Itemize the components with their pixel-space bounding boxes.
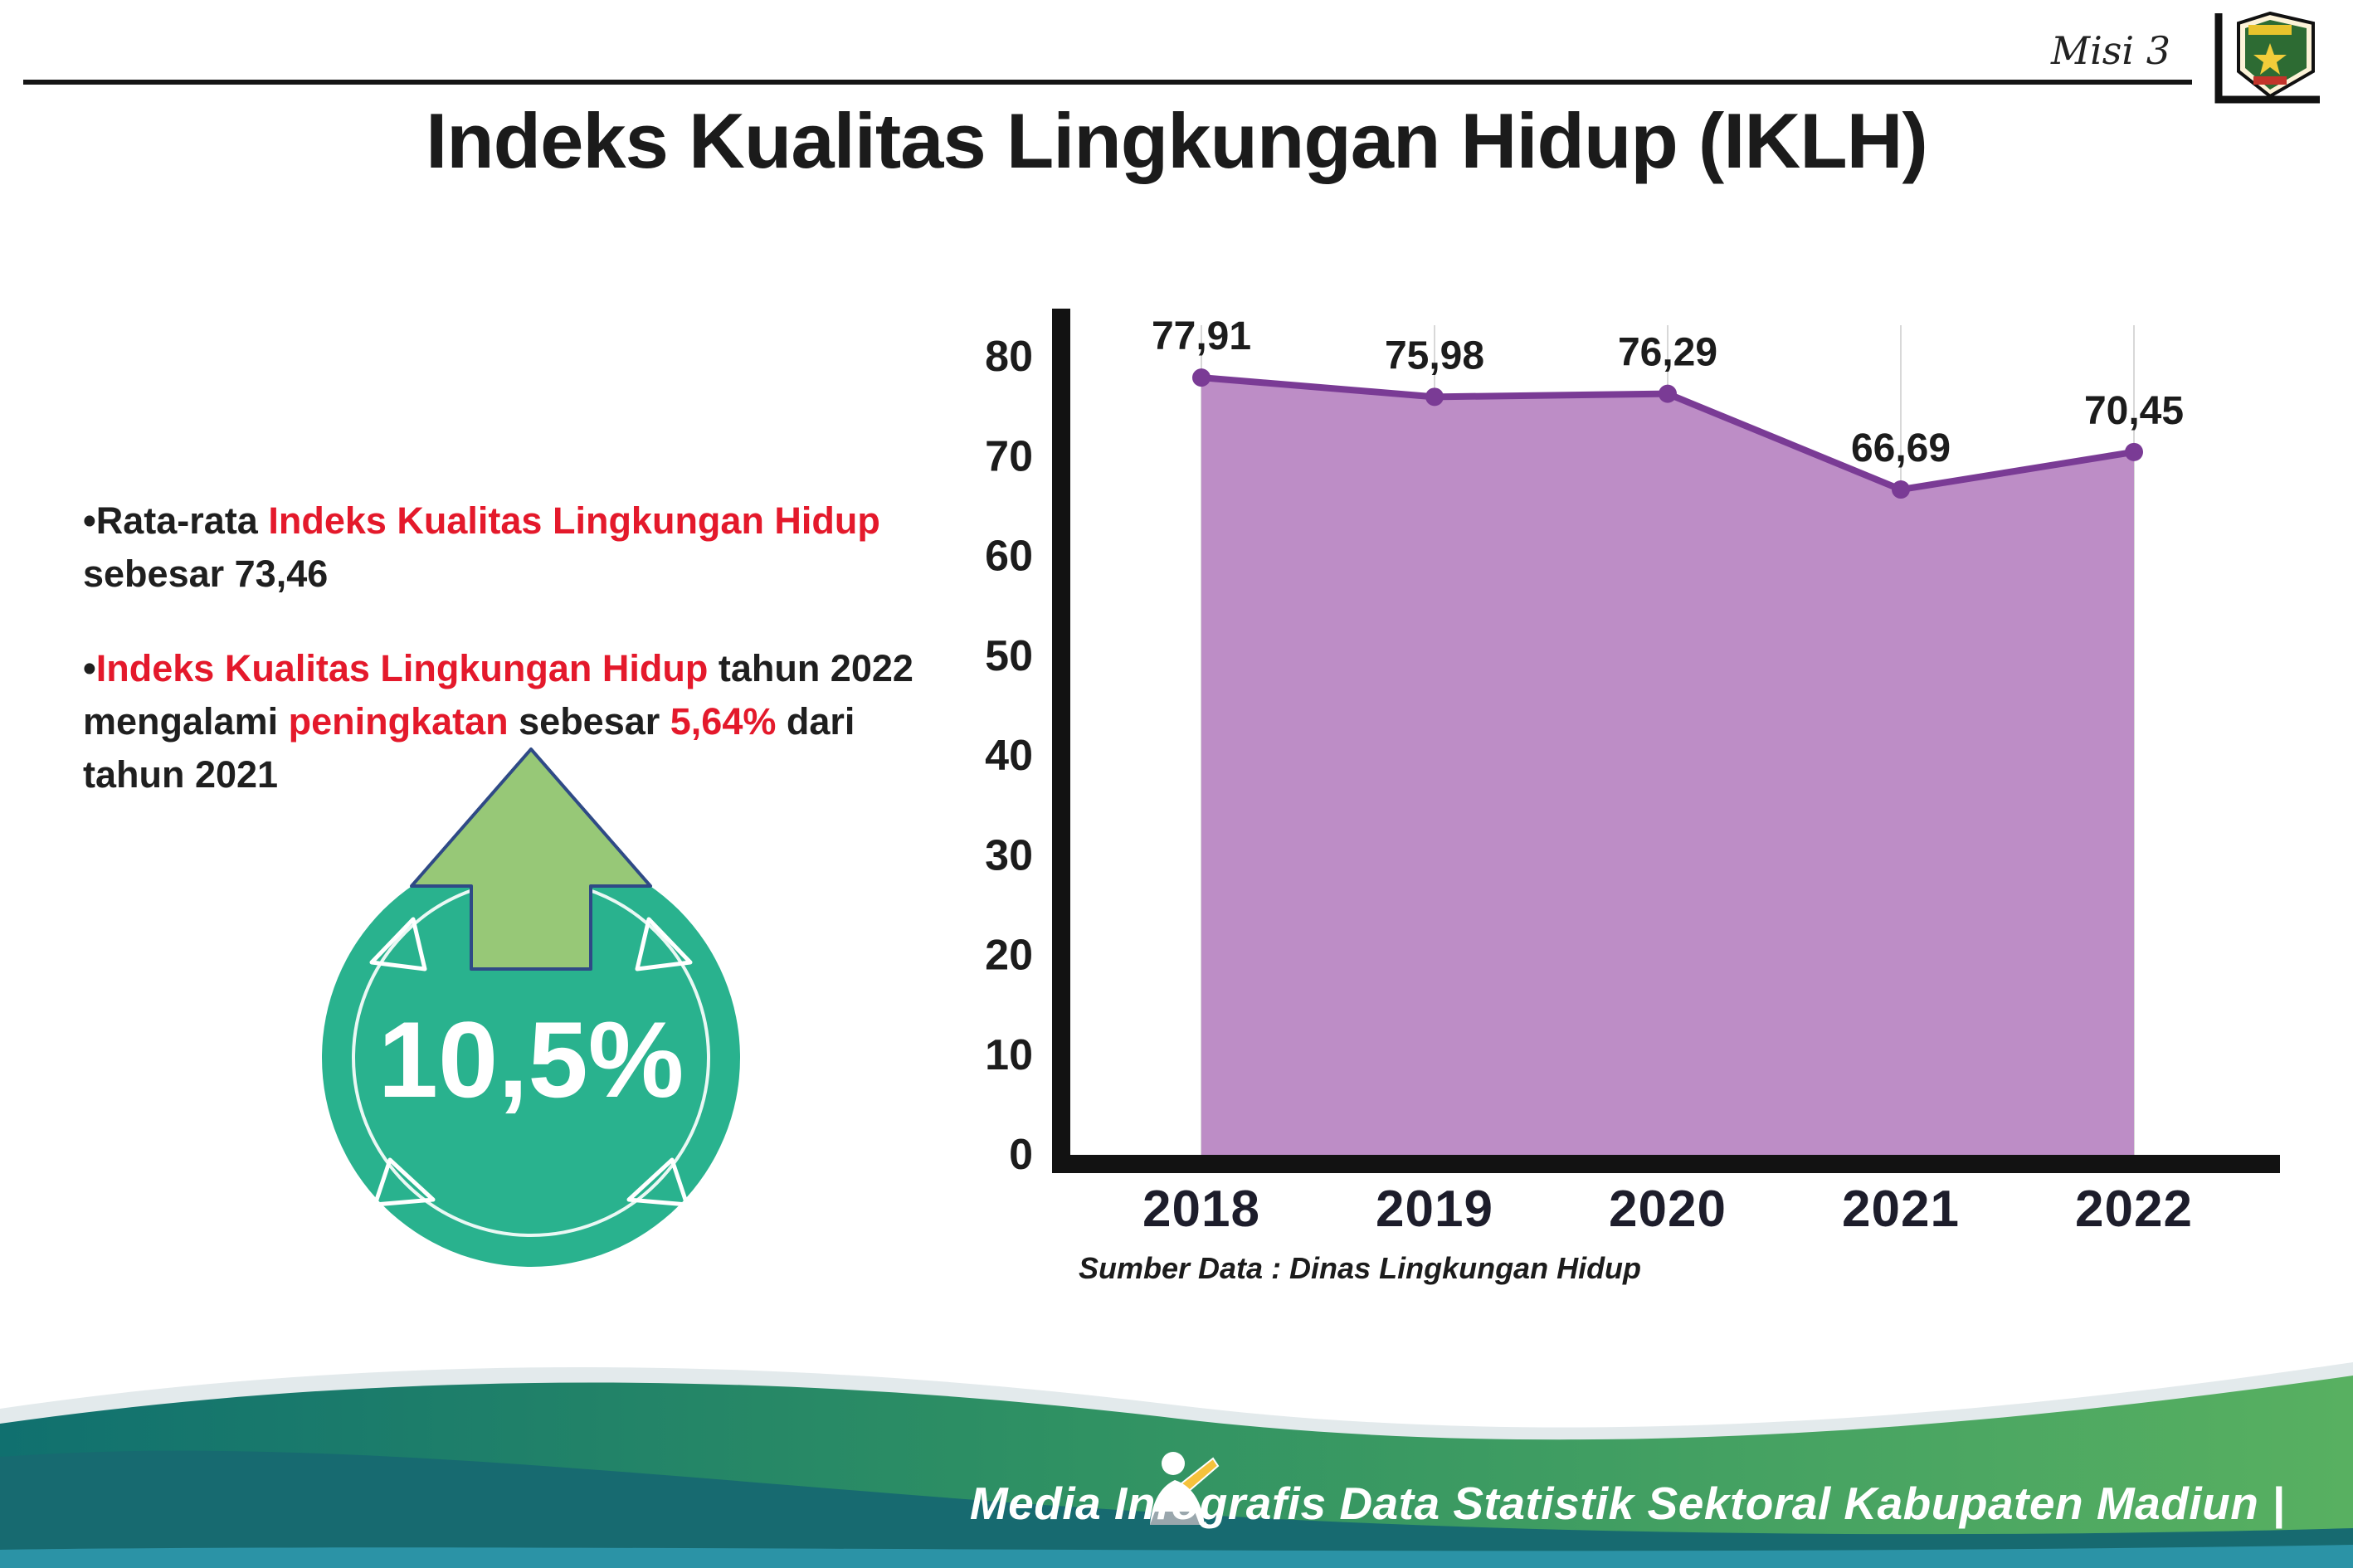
up-arrow-icon xyxy=(410,747,652,971)
bullet-text-highlight: Indeks Kualitas Lingkungan Hidup xyxy=(268,499,880,542)
data-point xyxy=(1192,368,1211,387)
x-axis xyxy=(1052,1155,2280,1173)
data-point xyxy=(1659,384,1677,403)
bullet-text-highlight: peningkatan xyxy=(288,699,509,743)
badge-triangle-decoration xyxy=(626,1157,689,1207)
badge-triangle-decoration xyxy=(635,917,693,971)
y-axis xyxy=(1052,309,1070,1173)
y-tick-label: 10 xyxy=(985,1031,1033,1079)
mascot-desk xyxy=(1150,1512,1200,1525)
value-label: 70,45 xyxy=(2084,389,2184,433)
y-tick-label: 80 xyxy=(985,333,1033,381)
y-tick-label: 0 xyxy=(1009,1131,1033,1179)
bullet-text: •Rata-rata xyxy=(83,499,269,542)
logo-banner-bottom xyxy=(2253,76,2287,85)
y-tick-label: 50 xyxy=(985,632,1033,680)
y-tick-label: 70 xyxy=(985,432,1033,480)
logo-graphic xyxy=(2214,11,2320,104)
footer-strip-blue xyxy=(0,1545,2353,1568)
misi-label: Misi 3 xyxy=(2050,28,2170,73)
value-label: 76,29 xyxy=(1618,331,1717,375)
area-fill xyxy=(1201,377,2134,1155)
header-rule xyxy=(23,80,2192,85)
footer-wave-dark-teal xyxy=(0,1450,2353,1568)
logo-bracket xyxy=(2214,13,2320,104)
footer-credit: Media Infografis Data Statistik Sektoral… xyxy=(969,1478,2285,1529)
bullet-text: tahun 2022 mengalami xyxy=(83,646,913,743)
badge-triangle-decoration xyxy=(373,1157,436,1207)
kabupaten-madiun-logo xyxy=(2212,11,2323,105)
x-axis-label: 2022 xyxy=(2075,1181,2193,1238)
badge-circle xyxy=(322,849,740,1267)
badge-triangle-decoration xyxy=(369,917,427,971)
iklh-area-chart: 77,91 75,98 76,29 66,69 70,45 0 10 20 30 40 50 60 70… xyxy=(985,309,2280,1238)
data-point xyxy=(1425,387,1444,407)
increase-badge: 10,5% xyxy=(322,747,740,1267)
y-tick-label: 40 xyxy=(985,732,1033,780)
bullet-text: sebesar 73,46 xyxy=(83,552,329,595)
y-tick-label: 30 xyxy=(985,831,1033,879)
bullet-text-highlight: Indeks Kualitas Lingkungan Hidup xyxy=(95,646,709,689)
bullet-text: sebesar xyxy=(508,699,670,743)
logo-star xyxy=(2253,43,2287,75)
badge-value: 10,5% xyxy=(378,999,684,1120)
bullet-text: dari tahun 2021 xyxy=(83,699,855,796)
logo-banner-top xyxy=(2248,25,2292,35)
data-source-label: Sumber Data : Dinas Lingkungan Hidup xyxy=(1079,1251,1642,1285)
y-tick-label: 60 xyxy=(985,533,1033,581)
x-axis-label: 2020 xyxy=(1609,1181,1727,1238)
page-title: Indeks Kualitas Lingkungan Hidup (IKLH) xyxy=(426,97,1928,184)
data-point xyxy=(2125,442,2143,461)
x-axis-label: 2018 xyxy=(1142,1181,1260,1238)
bullet-increase-2022: •Indeks Kualitas Lingkungan Hidup tahun … xyxy=(83,642,946,801)
x-axis-label: 2019 xyxy=(1376,1181,1493,1238)
value-label: 66,69 xyxy=(1851,426,1951,470)
summary-bullets: •Rata-rata Indeks Kualitas Lingkungan Hi… xyxy=(83,494,946,842)
data-point xyxy=(1892,480,1910,499)
bullet-average-iklh: •Rata-rata Indeks Kualitas Lingkungan Hi… xyxy=(83,494,946,601)
bullet-text-highlight: 5,64% xyxy=(670,699,777,743)
y-tick-label: 20 xyxy=(985,932,1033,980)
value-label: 75,98 xyxy=(1385,334,1484,377)
bullet-text: • xyxy=(83,646,96,689)
mascot-icon xyxy=(1150,1452,1220,1525)
value-label: 77,91 xyxy=(1152,314,1251,358)
mascot-head xyxy=(1162,1452,1185,1475)
x-axis-label: 2021 xyxy=(1842,1181,1960,1238)
